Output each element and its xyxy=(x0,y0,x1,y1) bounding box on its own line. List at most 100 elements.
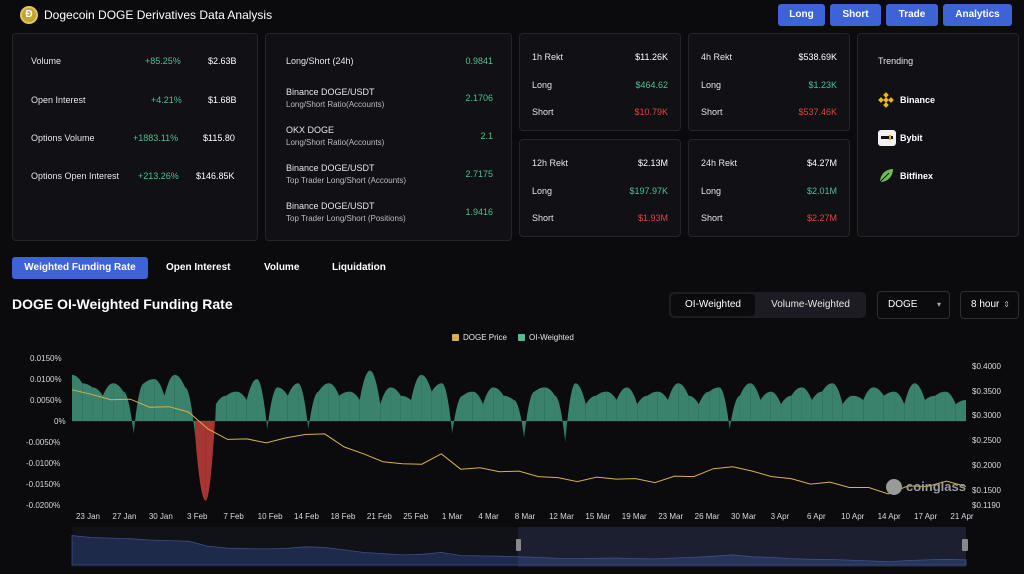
funding-rate-segment xyxy=(215,395,227,421)
funding-rate-segment xyxy=(236,391,247,421)
rekt-short-label: Short xyxy=(532,107,554,117)
navigator-area xyxy=(71,535,967,566)
funding-rate-segment xyxy=(596,391,607,421)
funding-rate-segment xyxy=(647,391,658,421)
x-tick-label: 7 Feb xyxy=(223,512,244,521)
stat-change: +213.26% xyxy=(138,171,179,181)
stat-label: Volume xyxy=(31,56,62,66)
rekt-total: $11.26K xyxy=(635,52,668,62)
funding-rate-segment xyxy=(575,383,586,421)
x-tick-label: 19 Mar xyxy=(621,512,647,521)
y-left-tick: 0.0100% xyxy=(30,375,62,384)
stat-value: $115.80 xyxy=(203,133,235,143)
x-tick-label: 30 Mar xyxy=(731,512,756,521)
funding-rate-segment xyxy=(873,387,884,421)
y-right-tick: $0.3000 xyxy=(972,411,1001,420)
rekt-card-12h: 12h Rekt $2.13M Long $197.97K Short $1.9… xyxy=(519,139,681,237)
tab-liquidation[interactable]: Liquidation xyxy=(332,262,386,273)
tab-volume[interactable]: Volume xyxy=(264,262,300,273)
navigator-selection xyxy=(518,527,966,567)
rekt-long-label: Long xyxy=(532,186,553,196)
y-right-tick: $0.1190 xyxy=(972,501,1001,510)
stat-label: Open Interest xyxy=(31,95,86,105)
legend-item-oi-weighted[interactable]: OI-Weighted xyxy=(518,333,574,342)
funding-rate-segment xyxy=(945,391,956,421)
funding-rate-segment xyxy=(472,391,484,421)
rekt-total: $4.27M xyxy=(806,158,837,168)
weighting-segmented-control: OI-Weighted Volume-Weighted xyxy=(669,292,866,318)
funding-rate-segment xyxy=(380,387,391,421)
doge-price-line xyxy=(71,389,967,495)
rekt-short-label: Short xyxy=(701,107,723,117)
funding-rate-segment xyxy=(750,383,761,421)
funding-rate-segment xyxy=(565,383,576,442)
trade-button[interactable]: Trade xyxy=(886,4,938,26)
funding-rate-segment xyxy=(205,404,216,501)
interval-select[interactable]: 8 hour ⇕ xyxy=(960,291,1019,319)
ls-label: OKX DOGE xyxy=(286,125,335,135)
funding-rate-segment xyxy=(174,374,186,421)
funding-rate-segment xyxy=(883,391,895,421)
funding-rate-segment xyxy=(298,383,309,430)
ls-label: Binance DOGE/USDT xyxy=(286,201,375,211)
tab-weighted-funding-rate[interactable]: Weighted Funding Rate xyxy=(12,257,148,279)
rekt-short-value: $537.46K xyxy=(798,107,837,117)
long-button[interactable]: Long xyxy=(778,4,825,26)
legend-label: DOGE Price xyxy=(463,333,508,342)
funding-rate-segment xyxy=(226,391,237,421)
short-button[interactable]: Short xyxy=(830,4,881,26)
coinglass-watermark: coinglass xyxy=(886,478,966,496)
ls-value: 0.9841 xyxy=(465,56,493,66)
symbol-select-value: DOGE xyxy=(888,299,918,310)
rekt-long-label: Long xyxy=(701,80,722,90)
funding-rate-segment xyxy=(585,395,597,421)
funding-rate-segment xyxy=(277,387,288,421)
chart-title: DOGE OI-Weighted Funding Rate xyxy=(12,296,233,312)
funding-rate-segment xyxy=(400,395,412,421)
ls-value: 2.7175 xyxy=(465,169,493,179)
rekt-short-label: Short xyxy=(701,213,723,223)
funding-rate-segment xyxy=(729,395,740,430)
funding-rate-segment xyxy=(719,387,730,430)
navigator-handle-right xyxy=(962,539,968,551)
analytics-button[interactable]: Analytics xyxy=(943,4,1012,26)
trending-item-binance[interactable]: Binance xyxy=(878,92,998,108)
x-tick-label: 21 Apr xyxy=(950,512,974,521)
funding-rate-segment xyxy=(781,395,792,421)
funding-rate-segment xyxy=(791,387,802,421)
navigator-handle-left xyxy=(516,539,521,551)
symbol-select[interactable]: DOGE ▾ xyxy=(877,291,950,319)
volume-weighted-button[interactable]: Volume-Weighted xyxy=(771,299,850,310)
funding-rate-segment xyxy=(143,379,155,421)
rekt-card-4h: 4h Rekt $538.69K Long $1.23K Short $537.… xyxy=(688,33,850,131)
funding-rate-segment xyxy=(267,387,278,430)
oi-weighted-button[interactable]: OI-Weighted xyxy=(671,294,755,316)
funding-rate-segment xyxy=(637,395,648,421)
funding-rate-segment xyxy=(164,374,175,421)
trending-item-bybit[interactable]: Bybit xyxy=(878,130,998,146)
funding-rate-segment xyxy=(72,374,83,421)
funding-rate-segment xyxy=(503,395,514,421)
rekt-title: 1h Rekt xyxy=(532,52,564,62)
funding-rate-segment xyxy=(534,387,545,421)
ls-label: Long/Short (24h) xyxy=(286,56,354,66)
funding-rate-segment xyxy=(113,383,124,421)
funding-rate-segment xyxy=(462,391,473,421)
funding-rate-segment xyxy=(102,383,114,421)
legend-item-price[interactable]: DOGE Price xyxy=(452,333,507,342)
tab-open-interest[interactable]: Open Interest xyxy=(166,262,231,273)
funding-rate-segment xyxy=(431,383,442,421)
ls-sublabel: Long/Short Ratio(Accounts) xyxy=(286,138,385,147)
bybit-icon xyxy=(878,130,896,146)
funding-rate-segment xyxy=(256,379,268,430)
stat-row-open-interest: Open Interest +4.21% $1.68B xyxy=(13,95,257,107)
x-tick-label: 3 Feb xyxy=(187,512,208,521)
x-tick-label: 3 Apr xyxy=(770,512,790,521)
top-header: Ð Dogecoin DOGE Derivatives Data Analysi… xyxy=(0,0,1024,30)
rekt-card-1h: 1h Rekt $11.26K Long $464.62 Short $10.7… xyxy=(519,33,681,131)
funding-rate-segment xyxy=(668,383,679,421)
trending-item-bitfinex[interactable]: Bitfinex xyxy=(878,168,998,184)
x-tick-label: 15 Mar xyxy=(585,512,611,521)
rekt-long-label: Long xyxy=(532,80,553,90)
funding-rate-segment xyxy=(698,391,710,421)
